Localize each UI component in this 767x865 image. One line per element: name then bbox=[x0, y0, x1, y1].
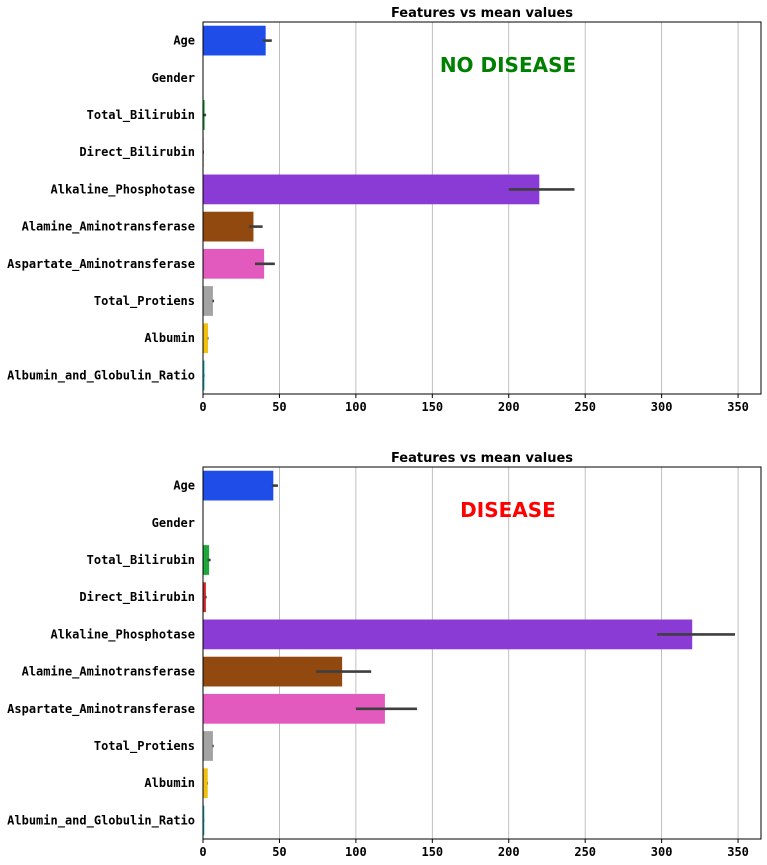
x-tick-label: 50 bbox=[272, 400, 286, 414]
bar-total-protiens bbox=[203, 731, 213, 761]
category-label: Gender bbox=[152, 516, 195, 530]
chart-title: Features vs mean values bbox=[391, 6, 573, 21]
x-tick-label: 250 bbox=[574, 845, 596, 859]
x-tick-label: 350 bbox=[727, 400, 749, 414]
bar-age bbox=[203, 470, 274, 501]
category-label: Total_Bilirubin bbox=[87, 553, 195, 568]
bar-age bbox=[203, 25, 266, 56]
subplot-2: Age Gender Total_Bilirubin Direct_Bilirubin… bbox=[7, 451, 762, 859]
category-label: Alkaline_Phosphotase bbox=[51, 627, 196, 642]
bar-albumin bbox=[203, 768, 208, 799]
category-label: Alkaline_Phosphotase bbox=[51, 182, 196, 197]
plot-frame bbox=[202, 466, 762, 840]
category-label: Aspartate_Aminotransferase bbox=[7, 702, 195, 717]
x-tick-label: 300 bbox=[651, 400, 673, 414]
category-label: Albumin_and_Globulin_Ratio bbox=[7, 368, 195, 383]
plot-frame bbox=[202, 21, 762, 395]
bar-alkaline-phosphotase bbox=[203, 174, 540, 205]
category-label: Age bbox=[173, 34, 195, 48]
category-label: Albumin_and_Globulin_Ratio bbox=[7, 813, 195, 828]
x-tick-label: 0 bbox=[199, 400, 206, 414]
category-label: Aspartate_Aminotransferase bbox=[7, 257, 195, 272]
subplot-1: Age Gender Total_Bilirubin Direct_Bilirubin… bbox=[7, 6, 762, 414]
bar-albumin-and-globulin-ratio bbox=[203, 360, 205, 391]
x-tick-label: 200 bbox=[498, 845, 520, 859]
category-label: Alamine_Aminotransferase bbox=[22, 665, 195, 680]
x-tick-label: 250 bbox=[574, 400, 596, 414]
bar-total-bilirubin bbox=[203, 545, 210, 575]
bar-aspartate-aminotransferase bbox=[203, 693, 385, 724]
x-tick-label: 100 bbox=[345, 845, 367, 859]
category-label: Total_Protiens bbox=[94, 294, 195, 309]
x-tick-label: 350 bbox=[727, 845, 749, 859]
x-tick-label: 50 bbox=[272, 845, 286, 859]
x-tick-label: 150 bbox=[421, 400, 443, 414]
bar-aspartate-aminotransferase bbox=[203, 248, 265, 279]
category-label: Albumin bbox=[144, 331, 195, 345]
category-label: Direct_Bilirubin bbox=[79, 590, 195, 605]
bar-alamine-aminotransferase bbox=[203, 211, 254, 242]
category-label: Gender bbox=[152, 71, 195, 85]
x-tick-label: 150 bbox=[421, 845, 443, 859]
category-label: Alamine_Aminotransferase bbox=[22, 220, 195, 235]
bar-total-protiens bbox=[203, 286, 213, 316]
bar-albumin-and-globulin-ratio bbox=[203, 805, 205, 836]
chart-title: Features vs mean values bbox=[391, 451, 573, 466]
category-label: Direct_Bilirubin bbox=[79, 145, 195, 160]
bar-direct-bilirubin bbox=[203, 582, 206, 613]
category-label: Age bbox=[173, 479, 195, 493]
x-tick-label: 100 bbox=[345, 400, 367, 414]
bar-albumin bbox=[203, 323, 209, 354]
category-label: Albumin bbox=[144, 776, 195, 790]
x-tick-label: 300 bbox=[651, 845, 673, 859]
x-tick-label: 0 bbox=[199, 845, 206, 859]
x-tick-label: 200 bbox=[498, 400, 520, 414]
category-label: Total_Bilirubin bbox=[87, 108, 195, 123]
category-label: Total_Protiens bbox=[94, 739, 195, 754]
bar-alkaline-phosphotase bbox=[203, 619, 693, 650]
chart-annotation: DISEASE bbox=[460, 498, 556, 522]
chart-annotation: NO DISEASE bbox=[440, 53, 576, 77]
